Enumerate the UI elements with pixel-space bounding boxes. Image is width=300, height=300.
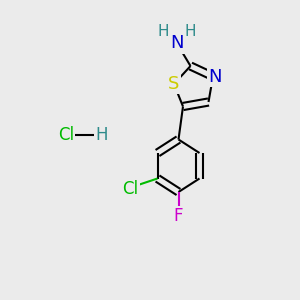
Text: H: H (185, 24, 196, 39)
Text: Cl: Cl (122, 180, 139, 198)
Text: H: H (96, 126, 108, 144)
Text: F: F (174, 207, 183, 225)
Text: N: N (209, 68, 222, 85)
Text: S: S (168, 75, 180, 93)
Text: H: H (158, 24, 169, 39)
Text: Cl: Cl (58, 126, 74, 144)
Text: N: N (170, 34, 184, 52)
